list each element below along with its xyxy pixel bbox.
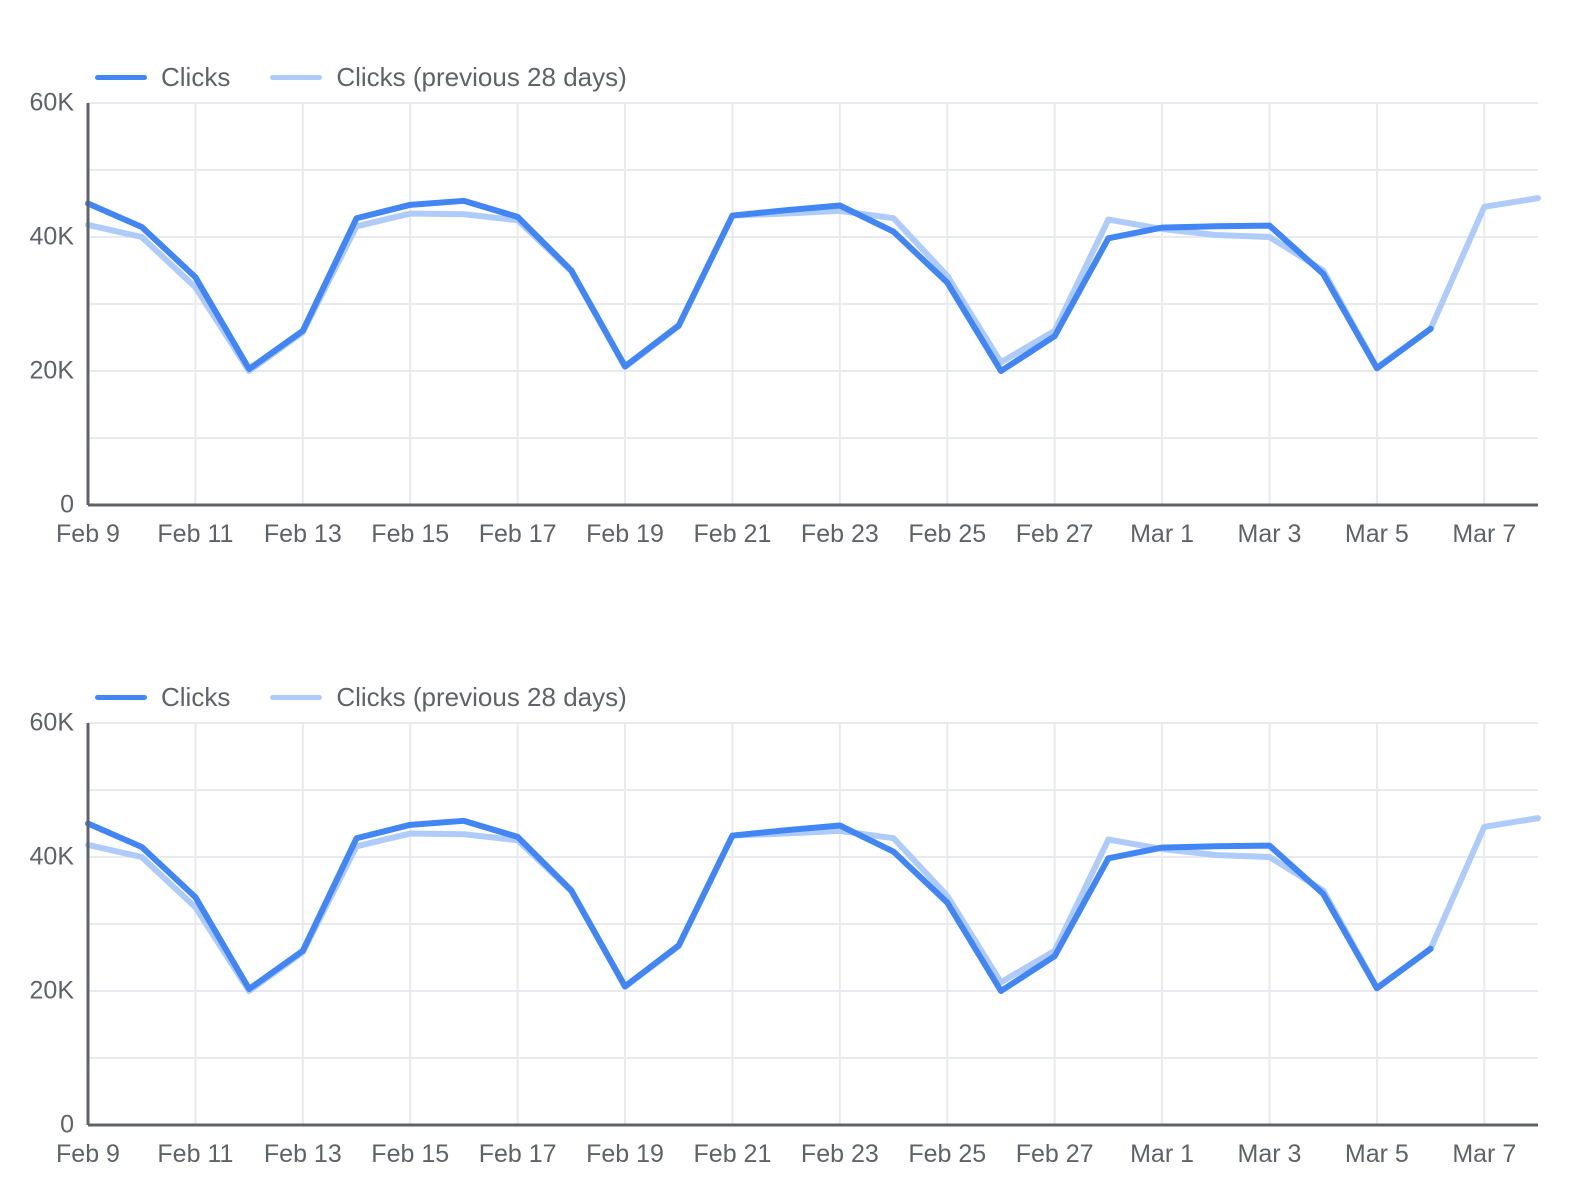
- y-axis-tick-label: 60K: [29, 708, 74, 737]
- legend-swatch-clicks-previous-icon: [270, 694, 323, 700]
- y-axis-tick-label: 0: [60, 490, 74, 519]
- legend-label-clicks-previous: Clicks (previous 28 days): [336, 682, 627, 712]
- legend-item-clicks[interactable]: Clicks: [95, 682, 230, 712]
- legend-label-clicks: Clicks: [161, 682, 231, 712]
- y-axis-tick-label: 60K: [29, 88, 74, 117]
- y-axis-labels-bottom: 0 20K 40K 60K: [0, 620, 74, 1180]
- x-axis-labels-top: Feb 9 Feb 11 Feb 13 Feb 15 Feb 17 Feb 19 Feb 2…: [0, 0, 1572, 560]
- chart-legend-top: Clicks Clicks (previous 28 days): [95, 62, 627, 92]
- plot-area-bottom: 0 20K 40K 60K Feb 9 Feb 11 Feb 13 Feb 15 Feb 17…: [0, 620, 1572, 1180]
- legend-swatch-clicks-icon: [95, 74, 147, 80]
- line-chart-svg-top: [85, 102, 1541, 507]
- x-axis-tick-label: Feb 9: [56, 1140, 120, 1168]
- x-axis-tick-label: Feb 21: [693, 1140, 772, 1168]
- x-axis-tick-label: Mar 7: [1452, 1140, 1517, 1168]
- y-axis-tick-label: 40K: [29, 222, 74, 251]
- x-axis-tick-label: Feb 27: [1015, 1140, 1094, 1168]
- x-axis-tick-label: Mar 5: [1344, 520, 1409, 548]
- x-axis-tick-label: Feb 11: [157, 520, 234, 548]
- chart-legend-bottom: Clicks Clicks (previous 28 days): [95, 682, 627, 712]
- y-axis-tick-label: 20K: [29, 356, 74, 385]
- x-axis-tick-label: Feb 17: [478, 1140, 557, 1168]
- x-axis-tick-label: Feb 15: [371, 520, 450, 548]
- legend-item-clicks-previous[interactable]: Clicks (previous 28 days): [270, 62, 627, 92]
- x-axis-tick-label: Mar 1: [1130, 1140, 1195, 1168]
- legend-swatch-clicks-icon: [95, 694, 147, 700]
- x-axis-tick-label: Feb 13: [263, 520, 342, 548]
- x-axis-tick-label: Mar 3: [1237, 520, 1302, 548]
- legend-item-clicks[interactable]: Clicks: [95, 62, 230, 92]
- x-axis-tick-label: Feb 17: [478, 520, 557, 548]
- x-axis-tick-label: Feb 23: [800, 520, 879, 548]
- series-line-clicks: [85, 197, 1434, 374]
- x-axis-tick-label: Feb 27: [1015, 520, 1094, 548]
- y-axis-tick-label: 20K: [29, 976, 74, 1005]
- legend-label-clicks: Clicks: [161, 62, 231, 92]
- x-axis-tick-label: Feb 25: [908, 1140, 987, 1168]
- x-axis-tick-label: Feb 9: [56, 520, 120, 548]
- x-axis-tick-label: Mar 3: [1237, 1140, 1302, 1168]
- x-axis-tick-label: Feb 15: [371, 1140, 450, 1168]
- legend-swatch-clicks-previous-icon: [270, 74, 323, 80]
- x-axis-tick-label: Feb 13: [263, 1140, 342, 1168]
- x-axis-tick-label: Feb 23: [800, 1140, 879, 1168]
- x-axis-tick-label: Feb 11: [157, 1140, 234, 1168]
- clicks-chart-top: Clicks Clicks (previous 28 days) 0 20K 40K…: [0, 0, 1572, 560]
- y-axis-tick-label: 40K: [29, 842, 74, 871]
- line-chart-svg-bottom: [85, 722, 1541, 1127]
- legend-item-clicks-previous[interactable]: Clicks (previous 28 days): [270, 682, 627, 712]
- y-axis-labels-top: 0 20K 40K 60K: [0, 0, 74, 560]
- y-axis-tick-label: 0: [60, 1110, 74, 1139]
- x-axis-tick-label: Feb 25: [908, 520, 987, 548]
- x-axis-tick-label: Mar 1: [1130, 520, 1195, 548]
- x-axis-labels-bottom: Feb 9 Feb 11 Feb 13 Feb 15 Feb 17 Feb 19 Feb 2…: [0, 620, 1572, 1180]
- x-axis-tick-label: Mar 7: [1452, 520, 1517, 548]
- clicks-chart-bottom: Clicks Clicks (previous 28 days) 0 20K 40K…: [0, 620, 1572, 1180]
- x-axis-tick-label: Feb 19: [586, 1140, 664, 1168]
- legend-label-clicks-previous: Clicks (previous 28 days): [336, 62, 627, 92]
- x-axis-tick-label: Feb 19: [586, 520, 664, 548]
- x-axis-tick-label: Feb 21: [693, 520, 772, 548]
- series-line-clicks: [85, 817, 1434, 994]
- plot-area-top: 0 20K 40K 60K Feb 9 Feb 11 Feb 13 Feb 15 Feb 17…: [0, 0, 1572, 560]
- x-axis-tick-label: Mar 5: [1344, 1140, 1409, 1168]
